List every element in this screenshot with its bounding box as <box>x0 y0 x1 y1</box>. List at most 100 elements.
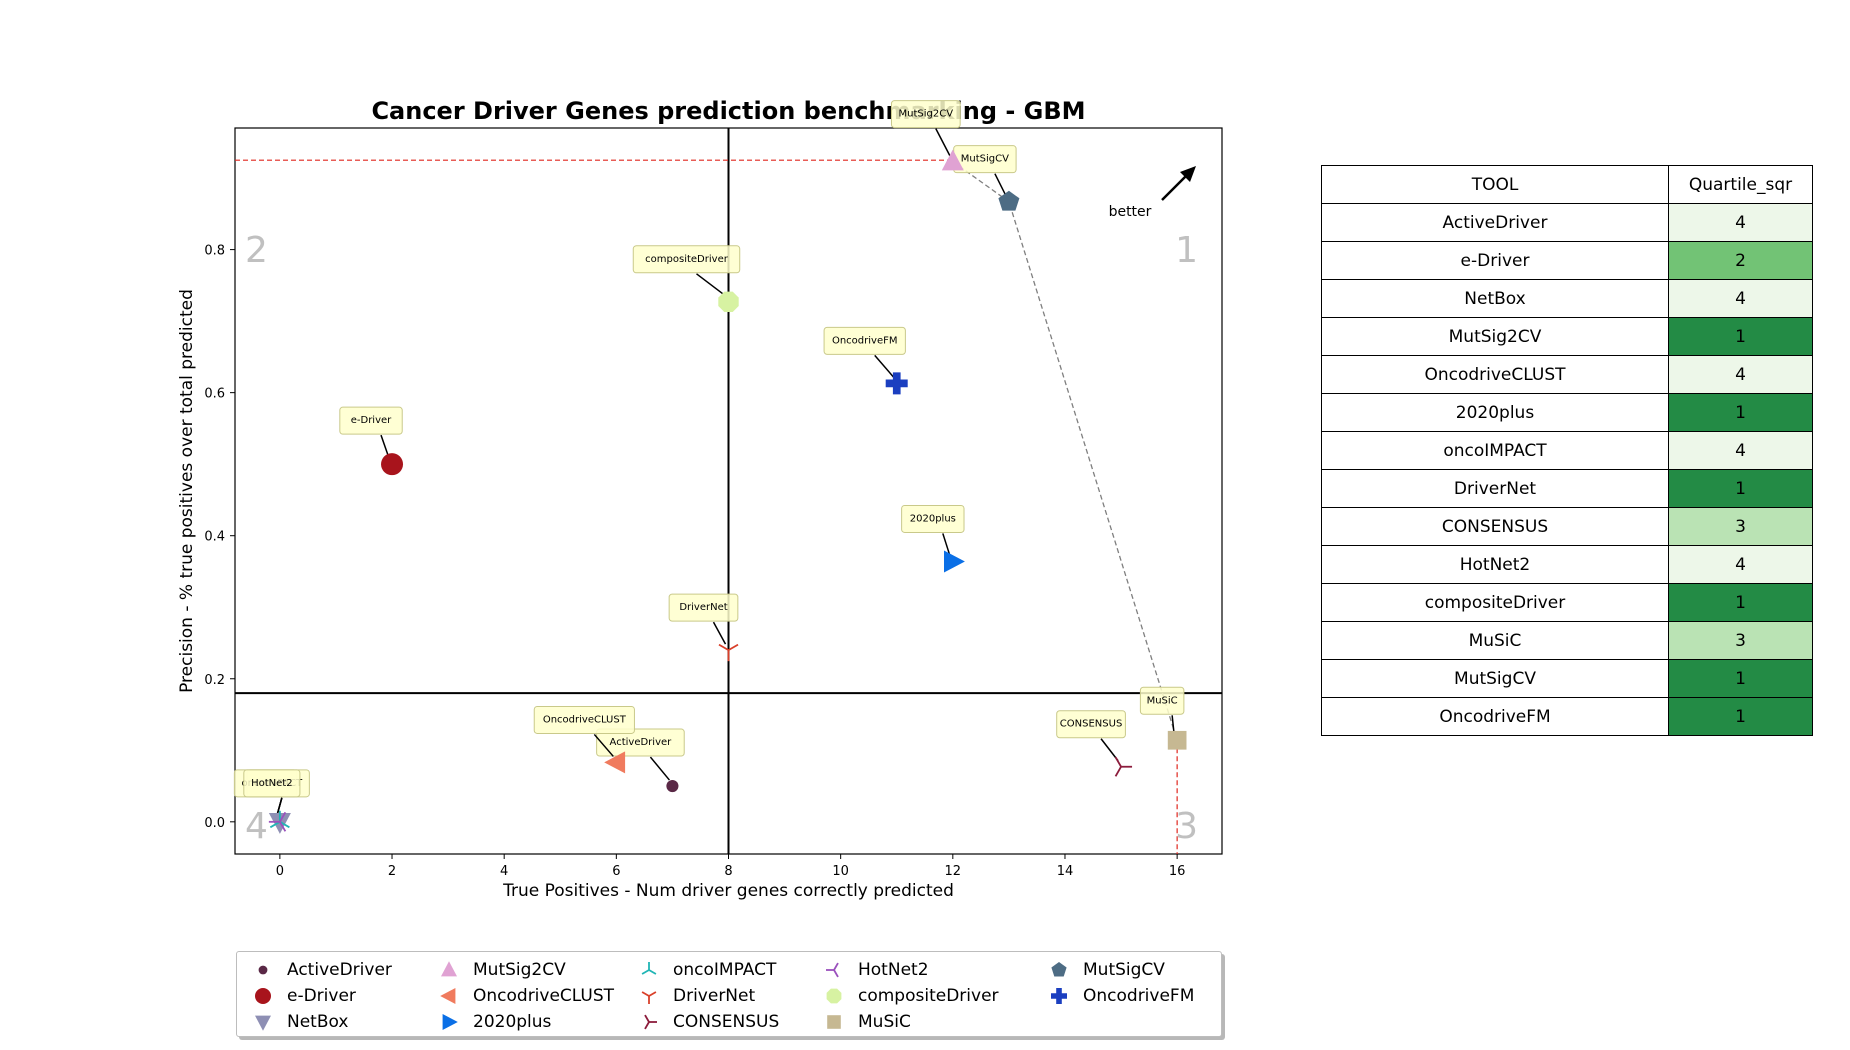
annotation-box <box>533 705 635 734</box>
tool-name-cell: compositeDriver <box>1321 583 1669 622</box>
legend-item: DriverNet <box>637 983 755 1009</box>
table-row: MuSiC 3 <box>1321 621 1813 660</box>
x-tick-label: 8 <box>724 864 732 879</box>
data-point-shape <box>381 453 404 476</box>
data-point <box>944 550 965 573</box>
annotation-box <box>890 100 961 129</box>
legend-marker <box>1051 962 1067 977</box>
legend-item: OncodriveCLUST <box>437 983 614 1009</box>
tool-name-cell: OncodriveCLUST <box>1321 355 1669 394</box>
legend-item: compositeDriver <box>822 983 999 1009</box>
annotation-arrow <box>276 797 283 817</box>
annotation-arrow <box>593 733 614 757</box>
table-row: compositeDriver 1 <box>1321 583 1813 622</box>
annotation-arrow <box>994 173 1007 197</box>
legend-marker-shape <box>644 1014 657 1030</box>
legend-marker-shape <box>258 965 268 975</box>
legend-marker <box>258 965 268 975</box>
annotation-label: MutSig2CV <box>899 109 954 120</box>
legend-marker <box>644 1014 657 1030</box>
tool-name-cell: CONSENSUS <box>1321 507 1669 546</box>
data-point-stroke-2 <box>1114 766 1122 777</box>
annotation-arrow <box>649 756 670 781</box>
data-point-shape <box>885 372 908 395</box>
annotation-arrow <box>874 354 895 378</box>
quadrant-label-2: 2 <box>245 230 268 271</box>
legend-marker <box>1051 988 1067 1004</box>
table-row: OncodriveFM 1 <box>1321 697 1813 736</box>
table-row: MutSig2CV 1 <box>1321 317 1813 356</box>
data-point-shape <box>1167 730 1187 750</box>
legend-item: 2020plus <box>437 1009 551 1035</box>
annotation-label: CONSENSUS <box>1060 719 1123 730</box>
table-row: NetBox 4 <box>1321 279 1813 318</box>
annotation-arrow <box>942 533 951 556</box>
legend-label: e-Driver <box>287 986 356 1006</box>
data-point-stroke-1 <box>728 643 739 651</box>
y-tick-label: 0.4 <box>204 530 225 545</box>
legend-marker-shape-shape <box>1051 988 1067 1004</box>
x-tick-label: 12 <box>945 864 962 879</box>
legend-marker <box>641 991 657 1004</box>
quartile-cell: 1 <box>1668 659 1813 698</box>
quartile-cell: 3 <box>1668 621 1813 660</box>
x-tick-label: 14 <box>1057 864 1074 879</box>
legend-label: oncoIMPACT <box>673 960 777 980</box>
y-tick-label: 0.6 <box>204 387 225 402</box>
x-axis-label: True Positives - Num driver genes correc… <box>502 881 954 901</box>
annotation-box <box>823 326 906 355</box>
table-header-row: TOOL Quartile_sqr <box>1321 165 1813 204</box>
annotation-label: OncodriveFM <box>832 335 898 346</box>
quartile-column-header: Quartile_sqr <box>1668 165 1813 204</box>
legend-marker-shape-stroke-2 <box>644 1021 650 1030</box>
pareto-frontier-line <box>952 161 1178 741</box>
legend-marker-shape <box>442 1014 458 1030</box>
better-arrow-shaft <box>1161 173 1189 201</box>
annotation-arrow <box>1100 738 1119 762</box>
legend-marker-shape-shape <box>826 988 842 1004</box>
data-point <box>381 453 404 476</box>
legend-marker-shape-stroke-2 <box>641 991 650 997</box>
legend-item: OncodriveFM <box>1047 983 1194 1009</box>
legend-marker-shape-stroke-1 <box>648 991 657 997</box>
chart-title: Cancer Driver Genes prediction benchmark… <box>371 97 1085 125</box>
annotation-box <box>339 406 403 435</box>
annotation-box <box>1056 710 1126 739</box>
legend-marker-shape-shape <box>255 988 271 1004</box>
annotation-label: DriverNet <box>679 602 727 613</box>
legend-marker-shape-stroke-1 <box>833 969 839 978</box>
legend-marker-shape <box>255 1015 271 1031</box>
quartile-cell: 4 <box>1668 355 1813 394</box>
tool-name-cell: MutSig2CV <box>1321 317 1669 356</box>
legend-label: NetBox <box>287 1012 349 1032</box>
legend-marker <box>255 1015 271 1031</box>
tool-name-cell: DriverNet <box>1321 469 1669 508</box>
quadrant-label-1: 1 <box>1175 230 1198 271</box>
tool-name-cell: ActiveDriver <box>1321 203 1669 242</box>
data-point <box>885 372 908 395</box>
table-row: ActiveDriver 4 <box>1321 203 1813 242</box>
table-body: ActiveDriver 4 e-Driver 2 NetBox 4 MutSig2CV 1 O… <box>1321 203 1813 736</box>
legend-label: OncodriveFM <box>1083 986 1195 1006</box>
annotation-box <box>668 593 739 622</box>
table-row: oncoIMPACT 4 <box>1321 431 1813 470</box>
legend-marker-shape-shape <box>440 988 456 1004</box>
legend-marker-shape-shape <box>827 1015 841 1029</box>
annotation-label: HotNet2 <box>251 778 292 789</box>
legend-label: MutSigCV <box>1083 960 1165 980</box>
data-point <box>268 811 287 832</box>
x-tick-label: 0 <box>276 864 284 879</box>
legend-item: MutSigCV <box>1047 957 1165 983</box>
data-point-shape <box>666 779 679 793</box>
annotation-arrow <box>712 621 727 645</box>
data-point <box>604 751 626 774</box>
data-point-stroke-2 <box>279 811 287 823</box>
legend-marker <box>442 1014 458 1030</box>
x-tick-label: 10 <box>832 864 849 879</box>
annotation-box <box>596 728 685 757</box>
quartile-cell: 1 <box>1668 697 1813 736</box>
legend-label: CONSENSUS <box>673 1012 780 1032</box>
annotation-label: MutSigCV <box>961 154 1009 165</box>
tool-name-cell: MuSiC <box>1321 621 1669 660</box>
quartile-cell: 4 <box>1668 279 1813 318</box>
